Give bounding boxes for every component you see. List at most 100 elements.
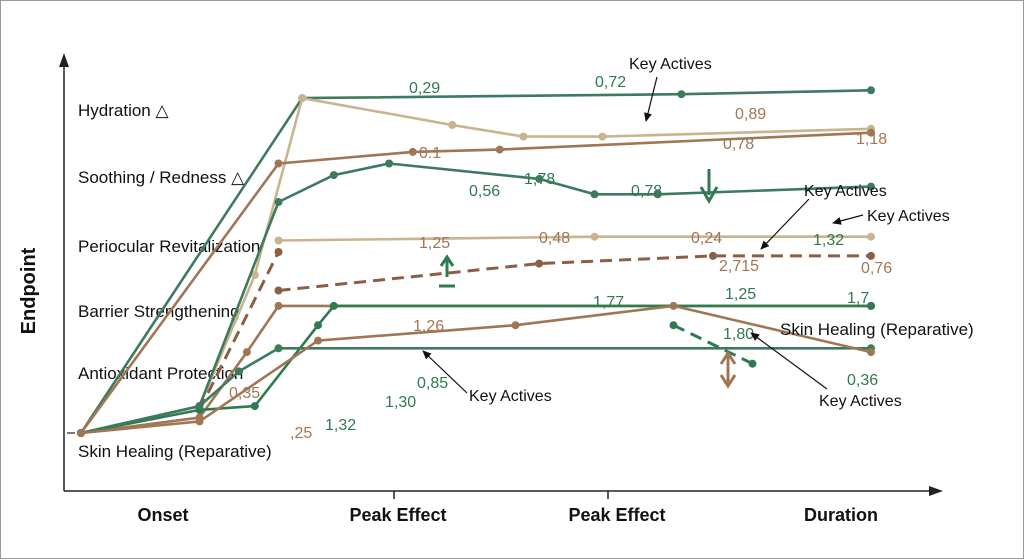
data-point <box>535 174 544 183</box>
data-point <box>748 359 757 368</box>
series-layer <box>77 86 875 437</box>
data-point <box>867 301 875 310</box>
data-point <box>329 171 338 180</box>
data-label: 0,36 <box>847 372 878 389</box>
data-label: 2,715 <box>719 258 759 275</box>
x-tick-label-peak-effect-1: Peak Effect <box>349 505 446 525</box>
category-hydration: Hydration △ <box>78 101 169 120</box>
category-soothing-redness: Soothing / Redness △ <box>78 168 245 187</box>
series-line-8 <box>80 304 871 435</box>
data-point <box>677 90 686 99</box>
data-label: 0.1 <box>419 145 441 162</box>
data-point <box>867 251 875 260</box>
data-label: 1,25 <box>419 235 450 252</box>
data-point <box>495 145 504 154</box>
data-label: 0,78 <box>631 183 662 200</box>
data-point <box>298 94 307 103</box>
data-point <box>867 86 875 95</box>
series-line-5 <box>198 251 280 411</box>
data-point <box>867 128 875 137</box>
data-point <box>274 236 283 245</box>
annotation-pointer <box>750 332 828 390</box>
data-point <box>250 402 259 411</box>
data-label: 1,26 <box>413 318 444 335</box>
data-label: 1,30 <box>385 394 416 411</box>
data-point <box>314 336 322 345</box>
data-label: 0,29 <box>409 80 440 97</box>
x-axis-arrow <box>929 486 943 496</box>
x-tick-label-peak-effect-2: Peak Effect <box>568 505 665 525</box>
data-point <box>274 286 283 295</box>
data-point <box>314 321 322 330</box>
data-point <box>448 121 457 129</box>
annotation-key-actives: Key Actives <box>629 56 712 73</box>
data-label: 0,72 <box>595 74 626 91</box>
annotation-pointer <box>644 76 658 122</box>
data-label: 0,56 <box>469 183 500 200</box>
annotation-pointer <box>832 214 864 225</box>
category-periocular-revitalization: Periocular Revitalization <box>78 237 260 256</box>
data-label: ,25 <box>290 425 312 442</box>
data-point <box>519 132 528 141</box>
data-point <box>867 232 875 241</box>
data-point <box>669 321 678 330</box>
category-skin-healing: Skin Healing (Reparative) <box>78 442 272 461</box>
data-point <box>669 301 678 310</box>
data-point <box>329 301 338 310</box>
data-label: 1,32 <box>325 417 356 434</box>
data-label: 1,7 <box>847 290 869 307</box>
data-point <box>242 348 251 357</box>
data-point <box>235 367 243 376</box>
data-point <box>274 198 283 206</box>
data-label: 1,78 <box>524 171 555 188</box>
category-barrier-strengthening: Barrier Strengthening <box>78 302 240 321</box>
annotation-pointer <box>760 198 810 250</box>
data-point <box>590 232 599 241</box>
data-point <box>195 402 204 411</box>
data-label: 1,25 <box>725 286 756 303</box>
data-point <box>408 147 417 156</box>
data-label: 0,89 <box>735 106 766 123</box>
annotation-key-actives: Key Actives <box>804 183 887 200</box>
data-label: 0,85 <box>417 375 448 392</box>
data-label: 1,80 <box>723 326 754 343</box>
data-point <box>511 321 520 330</box>
data-point <box>274 248 283 256</box>
double-arrow-icon <box>719 350 737 389</box>
data-label: 0,76 <box>861 260 892 277</box>
series-line-4 <box>278 235 871 242</box>
category-antioxidant-protection: Antioxidant Protection <box>78 364 243 383</box>
annotation-key-actives: Key Actives <box>469 388 552 405</box>
data-point <box>385 159 394 168</box>
data-point <box>709 251 717 260</box>
series-line-0 <box>79 89 872 434</box>
data-label: 1,32 <box>813 232 844 249</box>
annotation-key-actives: Key Actives <box>867 208 950 225</box>
data-point <box>535 259 544 268</box>
data-label: 1,18 <box>856 131 887 148</box>
data-point <box>590 190 599 199</box>
data-label: 1,77 <box>593 294 624 311</box>
data-label: 0,35 <box>229 385 260 402</box>
data-point <box>274 344 283 353</box>
data-point <box>653 190 662 199</box>
series-line-10 <box>80 304 872 435</box>
data-point <box>250 271 259 280</box>
up-arrow-icon <box>439 254 455 288</box>
data-label: 0,48 <box>539 230 570 247</box>
inline-series-label: Skin Healing (Reparative) <box>780 320 974 339</box>
x-tick-label-onset: Onset <box>137 505 188 525</box>
data-point <box>274 301 283 310</box>
series-line-6 <box>278 254 871 292</box>
annotation-pointer <box>422 350 468 394</box>
x-tick-label-duration: Duration <box>804 505 878 525</box>
y-axis-arrow <box>59 53 69 67</box>
annotation-key-actives: Key Actives <box>819 393 902 410</box>
data-label: 0,78 <box>723 136 754 153</box>
data-point <box>77 429 85 437</box>
data-point <box>274 159 283 168</box>
y-axis-label: Endpoint <box>18 247 40 334</box>
data-point <box>867 182 875 191</box>
